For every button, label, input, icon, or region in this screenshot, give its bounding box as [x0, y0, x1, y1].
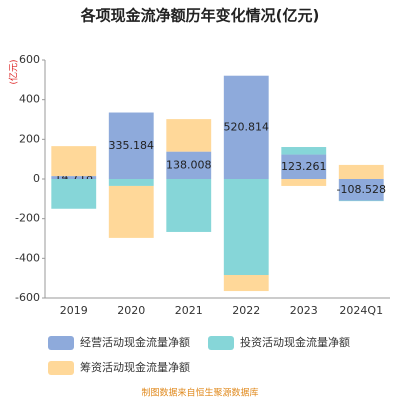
x-tick-label: 2024Q1: [339, 304, 383, 317]
legend-label: 筹资活动现金流量净额: [80, 360, 190, 374]
y-tick-label: -400: [15, 251, 40, 264]
bar: [281, 154, 327, 179]
bar: [223, 75, 269, 179]
legend-swatch: [48, 361, 74, 375]
bar: [281, 179, 327, 186]
value-label: 520.814: [224, 120, 270, 133]
bar: [338, 200, 384, 202]
bar: [51, 179, 97, 209]
chart-title: 各项现金流净额历年变化情况(亿元): [80, 7, 320, 25]
bar: [166, 179, 212, 232]
legend-label: 经营活动现金流量净额: [80, 335, 190, 349]
y-tick-label: -200: [15, 212, 40, 225]
source-note: 制图数据来自恒生聚源数据库: [141, 387, 258, 399]
y-tick-label: 0: [33, 172, 40, 185]
bar: [108, 112, 154, 179]
y-tick-label: -600: [15, 291, 40, 304]
bar: [166, 119, 212, 152]
y-axis-label: (亿元): [8, 59, 20, 84]
x-tick-label: 2019: [60, 304, 88, 317]
value-label: -108.528: [337, 183, 386, 196]
bar: [338, 179, 384, 201]
value-label: 138.008: [166, 158, 212, 171]
bar: [223, 179, 269, 275]
bar: [223, 274, 269, 292]
value-label: 123.261: [281, 160, 327, 173]
value-label: 335.184: [109, 139, 155, 152]
bar: [281, 147, 327, 155]
x-tick-label: 2023: [290, 304, 318, 317]
bar: [108, 185, 154, 238]
bar: [51, 146, 97, 177]
bar: [338, 164, 384, 179]
y-tick-label: 600: [19, 53, 40, 66]
bar: [51, 176, 97, 179]
x-tick-label: 2020: [117, 304, 145, 317]
bar: [108, 179, 154, 186]
x-tick-label: 2021: [175, 304, 203, 317]
y-tick-label: 200: [19, 132, 40, 145]
x-tick-label: 2022: [232, 304, 260, 317]
bar: [166, 151, 212, 179]
legend-swatch: [208, 336, 234, 350]
y-tick-label: 400: [19, 93, 40, 106]
legend-swatch: [48, 336, 74, 350]
legend-label: 投资活动现金流量净额: [240, 335, 350, 349]
